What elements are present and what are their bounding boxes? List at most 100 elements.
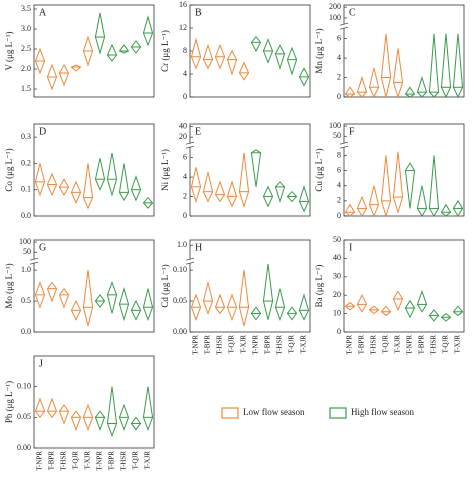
violin <box>452 33 464 99</box>
x-tick-label: T-NPR <box>36 451 44 471</box>
x-tick-label: T-HSR <box>216 335 224 355</box>
violin <box>368 185 380 218</box>
violin <box>380 305 392 317</box>
y-tick-label: 0.3 <box>21 132 31 141</box>
legend-swatch <box>221 407 239 419</box>
violin <box>94 158 106 191</box>
plot-frame <box>33 239 155 333</box>
y-axis-label: V (μg L⁻¹) <box>4 31 14 70</box>
violin <box>226 49 238 76</box>
y-tick-label: 0 <box>337 92 341 101</box>
violin <box>106 281 118 314</box>
violin <box>262 263 274 320</box>
y-tick-label: 2 <box>183 191 187 200</box>
violin <box>190 37 202 70</box>
violin <box>118 403 130 432</box>
y-tick-label: 2 <box>337 72 341 81</box>
plot-frame <box>343 239 465 333</box>
violin <box>344 203 356 217</box>
violin <box>58 404 70 425</box>
violin <box>298 293 310 321</box>
axis-break-mark <box>339 145 349 149</box>
violin <box>70 410 82 432</box>
x-tick-label: T-HSR <box>60 451 68 471</box>
violin <box>202 282 214 315</box>
y-tick-label: 6 <box>337 165 341 174</box>
y-tick-label: 50 <box>333 131 341 140</box>
x-tick-label: T-HSR <box>276 335 284 355</box>
violin <box>106 386 118 438</box>
violin <box>46 281 58 303</box>
violin <box>380 155 392 218</box>
violin <box>34 47 46 75</box>
x-tick-label: T-QJR <box>228 335 236 354</box>
y-axis-label: Cd (μg L⁻¹) <box>160 264 170 307</box>
x-tick-label: T-NPR <box>96 451 104 471</box>
y-tick-label: 3.0 <box>21 24 31 33</box>
axis-break-mark <box>29 257 39 261</box>
y-tick-label: 0.1 <box>21 185 31 194</box>
axis-break-mark <box>185 145 195 149</box>
y-tick-label: 8 <box>183 46 187 55</box>
x-tick-label: T-BPR <box>418 335 426 355</box>
violin <box>416 185 428 217</box>
violin <box>262 185 274 208</box>
legend-swatch <box>329 407 347 419</box>
y-tick-label: 20 <box>179 132 187 141</box>
x-tick-label: T-HSR <box>430 335 438 355</box>
y-tick-label: 8 <box>337 150 341 159</box>
x-tick-label: T-XJR <box>454 335 462 354</box>
violin <box>428 309 440 322</box>
y-axis-label: Cr (μg L⁻¹) <box>160 30 170 72</box>
plot-frame <box>33 4 155 98</box>
axis-break <box>31 259 37 264</box>
violin <box>392 48 404 99</box>
x-tick-label: T-BPR <box>204 335 212 355</box>
violin <box>286 306 298 321</box>
x-tick-label: T-QJR <box>442 335 450 354</box>
plot-frame <box>33 123 155 217</box>
axis-break-mark <box>185 257 195 261</box>
y-tick-label: 4 <box>337 181 341 190</box>
violin <box>70 64 82 72</box>
violin <box>440 33 452 99</box>
violin <box>106 152 118 197</box>
y-tick-label: 0 <box>337 211 341 220</box>
violin <box>452 305 464 317</box>
y-tick-label: 0.00 <box>17 443 31 452</box>
x-tick-label: T-NPR <box>192 335 200 355</box>
y-tick-label: 1.0 <box>177 240 187 249</box>
axis-break-mark <box>185 141 195 145</box>
violin <box>94 410 106 432</box>
violin <box>58 178 70 196</box>
y-axis-label: Co (μg L⁻¹) <box>4 148 14 191</box>
violin <box>82 35 94 67</box>
violin <box>58 63 70 87</box>
violin <box>404 299 416 319</box>
y-tick-label: 0 <box>183 211 187 220</box>
violin <box>142 386 154 432</box>
violin <box>416 75 428 98</box>
y-tick-label: 0.0 <box>21 327 31 336</box>
panel-letter: F <box>349 126 355 137</box>
y-tick-label: 12 <box>179 23 187 32</box>
y-tick-label: 100 <box>19 237 31 246</box>
panel-letter: E <box>195 126 201 137</box>
violin <box>250 35 262 53</box>
violin <box>238 61 250 81</box>
y-tick-label: 0 <box>183 92 187 101</box>
y-tick-label: 0.0 <box>21 211 31 220</box>
violin <box>416 290 428 313</box>
y-tick-label: 200 <box>329 2 341 11</box>
violin <box>58 287 70 309</box>
violin <box>118 163 130 202</box>
violin <box>82 163 94 210</box>
violin <box>142 288 154 322</box>
y-tick-label: 50 <box>23 247 31 256</box>
violin <box>344 86 356 98</box>
x-tick-label: T-QJR <box>132 451 140 470</box>
panel-letter: A <box>39 7 47 18</box>
violin <box>286 190 298 203</box>
violin <box>392 290 404 312</box>
y-tick-label: 6 <box>183 152 187 161</box>
